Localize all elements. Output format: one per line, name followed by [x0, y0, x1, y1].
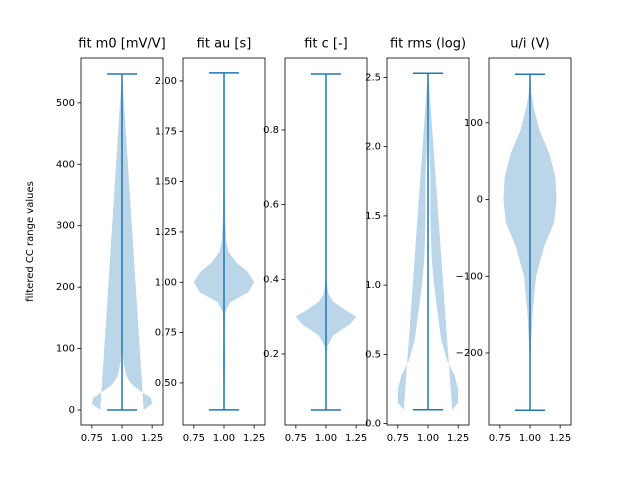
- violin-left: [193, 72, 224, 410]
- y-tick-label: 300: [56, 221, 75, 232]
- x-tick-label: 0.75: [387, 433, 409, 444]
- violin-right: [530, 74, 557, 411]
- y-tick-label: 0: [477, 195, 483, 206]
- x-tick-label: 0.75: [81, 433, 103, 444]
- violin-left: [91, 73, 122, 411]
- x-tick-label: 1.25: [549, 433, 571, 444]
- y-tick-label: 1.5: [365, 211, 381, 222]
- y-tick-label: 0.4: [263, 274, 279, 285]
- y-tick-label: 0.2: [263, 349, 279, 360]
- x-tick-label: 0.75: [489, 433, 511, 444]
- y-tick-label: 100: [56, 344, 75, 355]
- x-tick-label: 1.25: [141, 433, 163, 444]
- violin-right: [326, 73, 357, 410]
- y-tick-label: 1.00: [155, 277, 177, 288]
- x-tick-label: 1.00: [519, 433, 541, 444]
- y-tick-label: 200: [56, 282, 75, 293]
- y-tick-label: 2.5: [365, 72, 381, 83]
- violin-left: [295, 73, 326, 410]
- x-tick-label: 0.75: [183, 433, 205, 444]
- y-tick-label: 0.5: [365, 349, 381, 360]
- violin-left: [503, 74, 530, 411]
- x-tick-label: 1.00: [315, 433, 337, 444]
- violin-right: [224, 72, 255, 410]
- y-tick-label: −100: [456, 271, 483, 282]
- y-tick-label: 0.75: [155, 328, 177, 339]
- x-tick-label: 1.00: [213, 433, 235, 444]
- y-tick-label: 400: [56, 159, 75, 170]
- x-tick-label: 1.00: [417, 433, 439, 444]
- x-tick-label: 1.00: [111, 433, 133, 444]
- y-tick-label: 0.0: [365, 419, 381, 430]
- x-tick-label: 0.75: [285, 433, 307, 444]
- y-tick-label: 1.0: [365, 280, 381, 291]
- x-tick-label: 1.25: [243, 433, 265, 444]
- y-axis-label: filtered CC range values: [25, 181, 36, 302]
- y-tick-label: 0.6: [263, 200, 279, 211]
- y-tick-label: 1.50: [155, 177, 177, 188]
- violin-left: [397, 73, 428, 410]
- y-tick-label: 0.8: [263, 125, 279, 136]
- y-tick-label: 0: [69, 405, 75, 416]
- y-tick-label: 2.0: [365, 142, 381, 153]
- y-tick-label: 0.50: [155, 378, 177, 389]
- subplot-title: fit rms (log): [390, 37, 466, 52]
- x-tick-label: 1.25: [447, 433, 469, 444]
- subplot-title: u/i (V): [510, 37, 549, 52]
- y-tick-label: 500: [56, 98, 75, 109]
- violin-right: [428, 73, 459, 410]
- subplot-title: fit au [s]: [197, 37, 252, 52]
- y-tick-label: −200: [456, 348, 483, 359]
- y-tick-label: 1.75: [155, 126, 177, 137]
- y-tick-label: 100: [464, 118, 483, 129]
- y-tick-label: 1.25: [155, 227, 177, 238]
- x-tick-label: 1.25: [345, 433, 367, 444]
- subplot-title: fit m0 [mV/V]: [78, 37, 165, 52]
- subplot-title: fit c [-]: [304, 37, 348, 52]
- violin-right: [122, 73, 153, 411]
- y-tick-label: 2.00: [155, 76, 177, 87]
